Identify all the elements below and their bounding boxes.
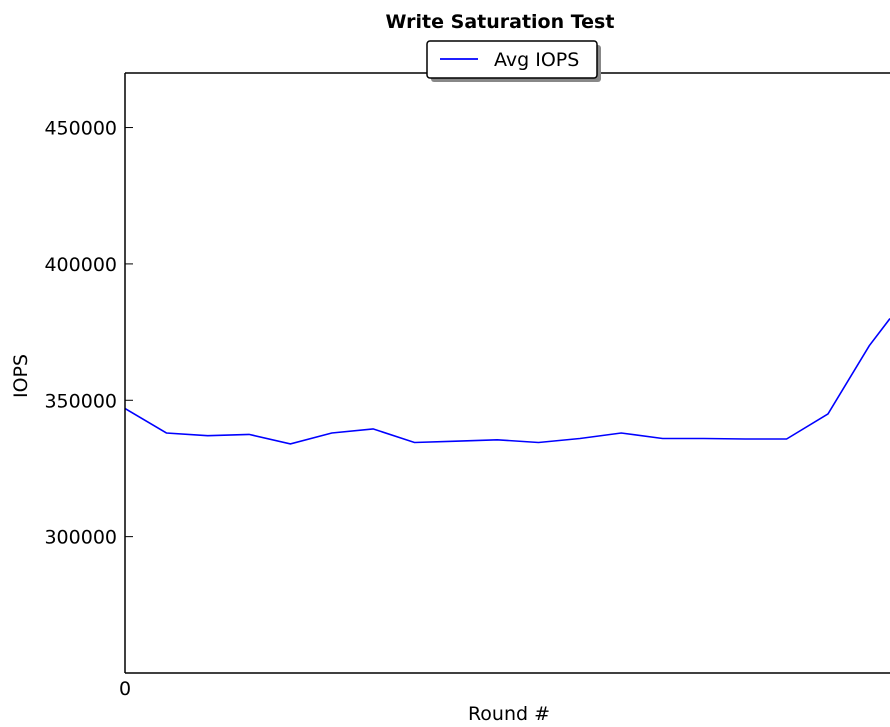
y-tick-label: 450000: [44, 118, 117, 140]
legend-label-avg-iops: Avg IOPS: [494, 49, 579, 71]
x-axis-ticks: 0: [119, 678, 131, 700]
y-axis-ticks: 300000 350000 400000 450000: [44, 118, 133, 549]
legend-box: [426, 40, 598, 79]
series-line-avg-iops: [125, 318, 890, 445]
chart-title: Write Saturation Test: [386, 11, 615, 33]
x-tick-label: 0: [119, 678, 131, 700]
y-tick-label: 300000: [44, 527, 117, 549]
y-tick-label: 400000: [44, 254, 117, 276]
y-axis-label: IOPS: [10, 354, 32, 398]
x-axis-label: Round #: [468, 703, 550, 725]
y-tick-label: 350000: [44, 390, 117, 412]
legend: Avg IOPS: [426, 40, 601, 82]
